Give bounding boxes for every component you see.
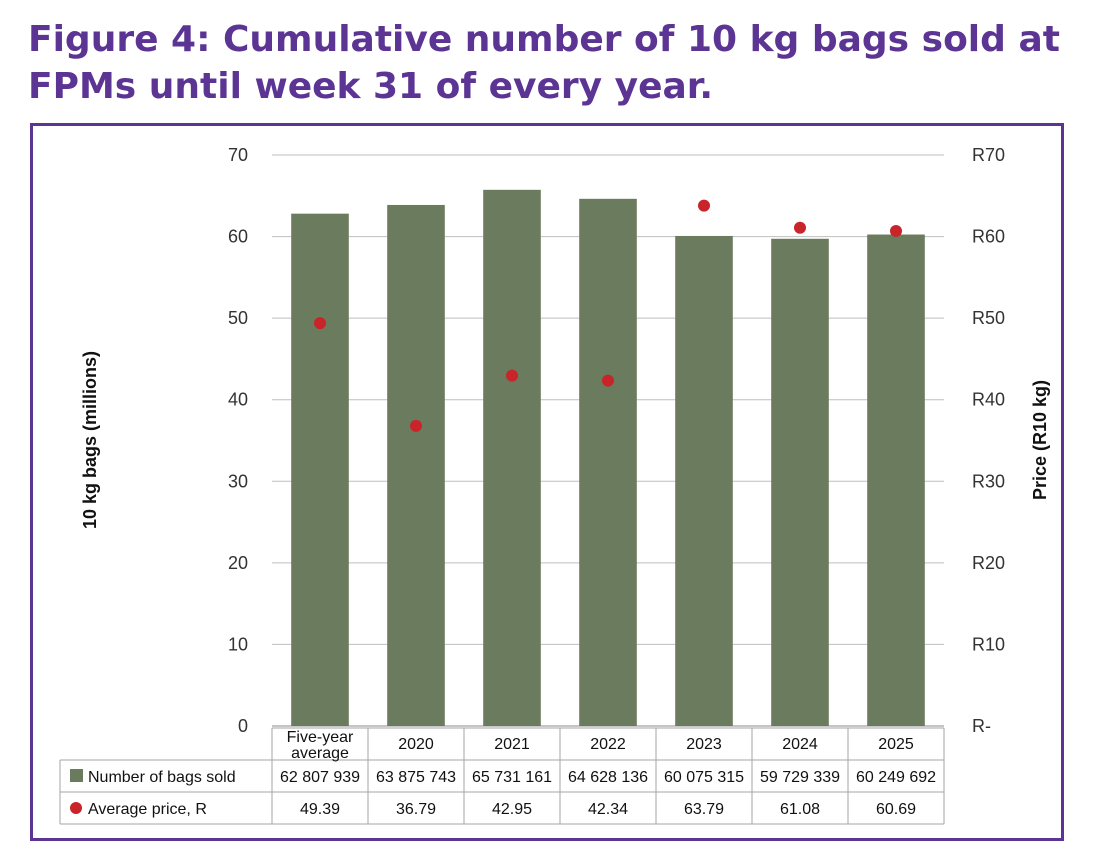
- data-label-bags: 65 731 161: [472, 769, 552, 786]
- x-tick-label: 2021: [494, 736, 530, 753]
- price-series: [314, 199, 902, 432]
- bar: [675, 235, 733, 726]
- bar: [771, 238, 829, 727]
- y-tick-label: 20: [228, 553, 248, 573]
- x-tick-label-line: Five-year: [287, 729, 354, 746]
- data-label-bags: 60 249 692: [856, 769, 936, 786]
- y2-axis-title: Price (R10 kg): [1030, 380, 1050, 500]
- y2-tick-label: R70: [972, 145, 1005, 165]
- data-label-price: 42.34: [588, 801, 628, 818]
- x-tick-label: 2024: [782, 736, 818, 753]
- data-table: Five-year average 2020 2021 2022 2023 2024 2025…: [59, 727, 945, 825]
- data-label-price: 36.79: [396, 801, 436, 818]
- figure-title: Figure 4: Cumulative number of 10 kg bag…: [28, 19, 1060, 107]
- price-point: [698, 199, 710, 212]
- legend-swatch-bags: [70, 769, 83, 782]
- legend-label-price: Average price, R: [88, 801, 207, 818]
- chart-frame: [30, 123, 1064, 841]
- data-label-bags: 63 875 743: [376, 769, 456, 786]
- y-tick-label: 50: [228, 308, 248, 328]
- y-tick-label: 0: [238, 716, 248, 736]
- legend-label-bags: Number of bags sold: [88, 769, 236, 786]
- data-label-bags: 62 807 939: [280, 769, 360, 786]
- data-label-bags: 60 075 315: [664, 769, 744, 786]
- price-point: [314, 317, 326, 330]
- bar: [483, 189, 541, 726]
- price-point: [602, 374, 614, 387]
- y2-tick-label: R60: [972, 227, 1005, 247]
- data-label-bags: 64 628 136: [568, 769, 648, 786]
- x-tick-label-line: average: [291, 745, 349, 762]
- y-tick-label: 10: [228, 634, 248, 654]
- bar: [867, 234, 925, 726]
- y2-tick-label: R50: [972, 308, 1005, 328]
- data-label-price: 42.95: [492, 801, 532, 818]
- y-tick-label: 70: [228, 145, 248, 165]
- x-tick-label: 2025: [878, 736, 914, 753]
- bar: [387, 204, 445, 727]
- x-tick-label: 2022: [590, 736, 626, 753]
- price-point: [890, 224, 902, 237]
- y2-tick-label: R30: [972, 471, 1005, 491]
- y-tick-label: 60: [228, 227, 248, 247]
- data-label-price: 63.79: [684, 801, 724, 818]
- y-axis-title: 10 kg bags (millions): [80, 351, 100, 529]
- y-tick-label: 40: [228, 390, 248, 410]
- y2-tick-label: R40: [972, 390, 1005, 410]
- bar: [579, 198, 637, 726]
- x-tick-label: 2020: [398, 736, 434, 753]
- y2-tick-label: R20: [972, 553, 1005, 573]
- y2-tick-label: R-: [972, 716, 991, 736]
- bar-series: [291, 189, 925, 727]
- x-tick-label: Five-year average: [287, 729, 354, 762]
- x-tick-label: 2023: [686, 736, 722, 753]
- axis-ticks: 0 R- 10 R10 20 R20 30 R30 40 R40 50 R50 60 R60 70 R70: [228, 145, 1005, 736]
- data-label-price: 49.39: [300, 801, 340, 818]
- y2-tick-label: R10: [972, 634, 1005, 654]
- price-point: [794, 221, 806, 234]
- data-label-price: 60.69: [876, 801, 916, 818]
- price-point: [506, 369, 518, 382]
- price-point: [410, 419, 422, 432]
- legend-swatch-price: [70, 802, 82, 814]
- bar: [291, 213, 349, 726]
- y-tick-label: 30: [228, 471, 248, 491]
- data-label-price: 61.08: [780, 801, 820, 818]
- data-label-bags: 59 729 339: [760, 769, 840, 786]
